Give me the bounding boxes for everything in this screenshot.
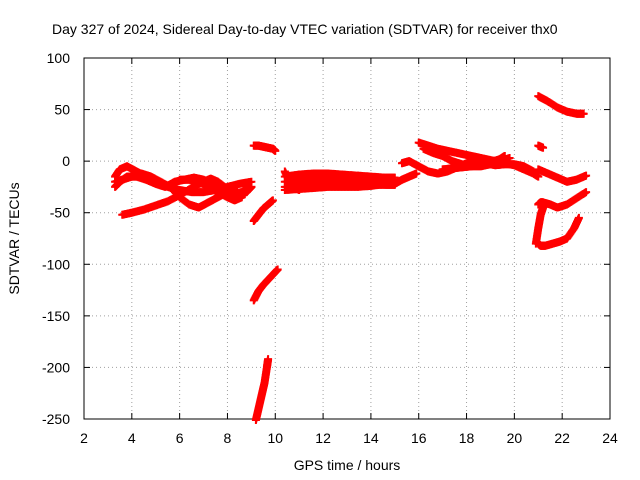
x-tick-label: 20 <box>507 430 523 446</box>
x-tick-label: 10 <box>267 430 283 446</box>
x-tick-label: 22 <box>554 430 570 446</box>
series-arc-f <box>249 141 280 155</box>
data-point <box>268 196 277 205</box>
data-point <box>273 265 282 274</box>
data-point <box>237 193 246 202</box>
series-arc-e <box>175 175 246 205</box>
x-tick-label: 16 <box>411 430 427 446</box>
data-point <box>381 179 390 188</box>
data-point <box>295 186 304 195</box>
x-tick-label: 24 <box>602 430 618 446</box>
x-tick-label: 6 <box>176 430 184 446</box>
x-tick-label: 18 <box>459 430 475 446</box>
x-tick-label: 8 <box>224 430 232 446</box>
y-tick-label: -250 <box>42 411 70 427</box>
series-arc-c <box>111 172 256 199</box>
data-points <box>111 92 591 425</box>
data-point <box>412 169 421 178</box>
y-axis-label: SDTVAR / TECUs <box>6 182 22 294</box>
y-tick-label: -200 <box>42 359 70 375</box>
data-point <box>539 143 548 152</box>
data-point <box>579 109 588 118</box>
data-point <box>582 188 591 197</box>
series-arc-u <box>534 92 588 118</box>
data-point <box>534 172 543 181</box>
data-point <box>539 203 548 212</box>
x-axis-label: GPS time / hours <box>294 457 401 473</box>
data-point <box>500 151 509 160</box>
series-arc-o <box>390 169 421 188</box>
series-arc-x <box>534 213 583 250</box>
x-tick-label: 14 <box>363 430 379 446</box>
series-arc-s <box>438 151 509 174</box>
data-point <box>264 355 273 364</box>
series-arc-h <box>249 265 282 305</box>
data-point <box>271 146 280 155</box>
y-tick-label: 100 <box>47 50 71 66</box>
y-tick-label: 0 <box>62 153 70 169</box>
tick-labels: 2 4 6 8 10 12 14 16 18 20 22 24100500-50-100-150-20… <box>42 50 618 446</box>
series-arc-g <box>249 196 277 225</box>
series-arc-t <box>534 141 548 152</box>
series-arc-n <box>280 167 304 195</box>
y-tick-label: -50 <box>50 205 70 221</box>
plot-frame <box>83 57 611 420</box>
data-point <box>582 171 591 180</box>
series-arc-y <box>531 203 548 248</box>
y-tick-label: -150 <box>42 308 70 324</box>
y-tick-label: -100 <box>42 256 70 272</box>
x-tick-label: 2 <box>80 430 88 446</box>
y-tick-label: 50 <box>54 102 70 118</box>
series-arc-w <box>534 188 591 212</box>
x-tick-label: 12 <box>315 430 331 446</box>
series-arc-v <box>534 165 591 186</box>
data-point <box>247 182 256 191</box>
data-point <box>505 154 514 163</box>
x-tick-label: 4 <box>128 430 136 446</box>
grid <box>84 58 610 419</box>
ticks <box>83 57 611 420</box>
chart-title: Day 327 of 2024, Sidereal Day-to-day VTE… <box>52 21 558 37</box>
data-point <box>574 213 583 222</box>
series-arc-i <box>251 355 273 425</box>
